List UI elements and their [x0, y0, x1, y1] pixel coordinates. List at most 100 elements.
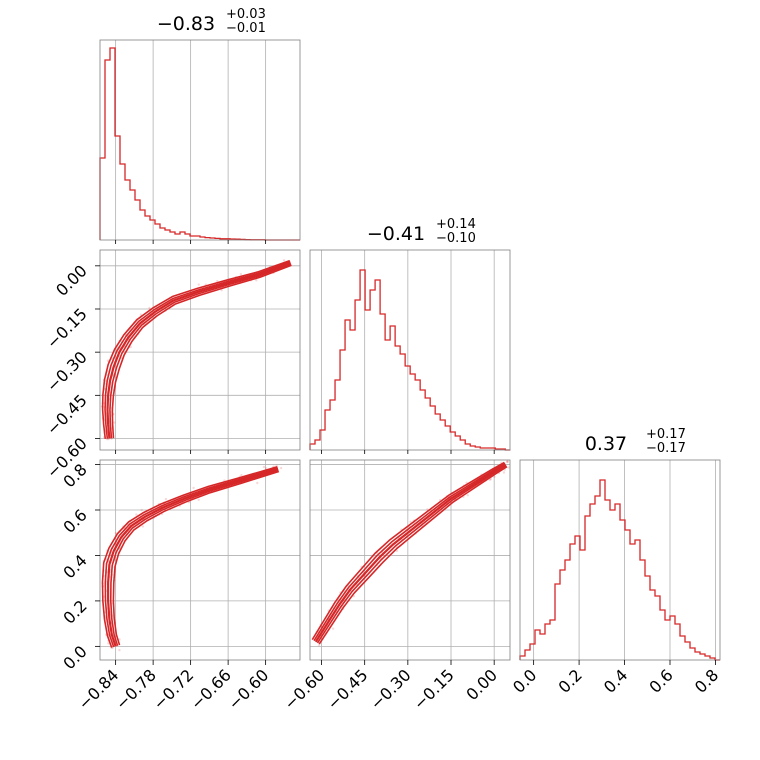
hist-title-sub: −0.17 [646, 441, 686, 456]
panel-frame-r1-c1 [309, 249, 511, 451]
x-tick-label: 0.8 [691, 665, 722, 696]
sample-point [240, 473, 243, 477]
y-tick-label: −0.30 [43, 348, 91, 396]
x-tick-label: −0.84 [74, 665, 122, 713]
y-tick-label: 0.0 [59, 642, 90, 673]
sample-point [118, 638, 121, 641]
y-tick-label: 0.2 [59, 596, 90, 627]
contour-line [106, 261, 292, 439]
sample-point [282, 259, 286, 262]
sample-point [135, 513, 138, 516]
contour-line [313, 462, 506, 642]
grid-layer [100, 40, 716, 660]
sample-point [239, 272, 243, 276]
sample-point [139, 313, 143, 316]
text-layer: −0.83 +0.03−0.01−0.41 +0.14−0.100.37 +0.17−… [43, 7, 723, 713]
sample-point [409, 520, 412, 523]
x-tick-label: −0.30 [367, 665, 415, 713]
hist-title-sup: +0.14 [436, 217, 476, 232]
sample-point [507, 466, 510, 469]
hist-title-sup: +0.03 [226, 7, 266, 22]
sample-point [140, 508, 143, 512]
y-tick-label: −0.15 [43, 304, 91, 352]
y-tick-label: 0.6 [59, 505, 90, 536]
contour-line [112, 470, 280, 646]
contour-line [318, 466, 508, 645]
frames-layer [95, 39, 721, 665]
sample-point [197, 498, 200, 502]
sample-point [264, 467, 268, 470]
contour-line [104, 261, 291, 439]
hist-title-2: 0.37 [585, 433, 627, 455]
panel-frame-r2-c0 [99, 459, 301, 661]
sample-point [107, 642, 110, 645]
sample-point [164, 497, 168, 501]
sample-point [255, 279, 258, 282]
hist-title-main: −0.83 [157, 13, 215, 35]
sample-point [502, 471, 506, 474]
contour-line [316, 464, 507, 644]
x-tick-label: −0.60 [280, 665, 328, 713]
hist-title-main: 0.37 [585, 433, 627, 455]
x-tick-label: 0.6 [645, 665, 676, 696]
hist-title-sup: +0.17 [646, 427, 686, 442]
contour-line [109, 469, 279, 646]
contour-line [111, 264, 292, 439]
sample-point [331, 627, 335, 630]
contour-line [107, 468, 279, 647]
histogram-series-2 [519, 479, 720, 661]
y-tick-label: 0.4 [59, 551, 90, 582]
sample-point [506, 460, 509, 463]
x-tick-label: −0.66 [187, 665, 235, 713]
hist-title-sub: −0.10 [436, 231, 476, 246]
sample-point [118, 648, 121, 652]
sample-point [113, 421, 116, 424]
sample-point [192, 486, 195, 490]
sample-point [488, 478, 492, 482]
scatter-panel-r2-c1 [311, 460, 510, 647]
x-tick-label: 0.0 [509, 665, 540, 696]
sample-point [466, 494, 469, 497]
y-tick-label: 0.00 [52, 261, 91, 300]
sample-point [506, 460, 509, 464]
y-tick-label: −0.45 [43, 391, 91, 439]
hist-title-1: −0.41 [367, 223, 425, 245]
scatter-panel-r2-c0 [101, 464, 283, 652]
marks-layer [99, 47, 720, 661]
x-tick-label: −0.15 [410, 665, 458, 713]
sample-point [216, 279, 219, 283]
contour-line [104, 467, 278, 648]
panel-frame-r1-c0 [99, 249, 301, 451]
sample-point [129, 345, 132, 349]
sample-point [395, 549, 399, 553]
hist-title-sub: −0.01 [226, 21, 266, 36]
sample-point [141, 525, 145, 528]
sample-point [106, 359, 110, 363]
contour-line [311, 461, 505, 641]
contour-line [109, 263, 292, 439]
sample-point [256, 481, 259, 485]
contour-line [101, 465, 278, 648]
panel-frame-r2-c1 [309, 459, 511, 661]
sample-point [148, 306, 151, 310]
panel-frame-r2-c2 [519, 459, 721, 661]
sample-point [279, 466, 283, 470]
histogram-series-1 [309, 269, 511, 451]
panel-frame-r0-c0 [99, 39, 301, 241]
x-tick-label: 0.00 [462, 665, 501, 704]
x-tick-label: −0.60 [224, 665, 272, 713]
sample-point [317, 644, 321, 647]
sample-point [493, 475, 496, 479]
contour-line [314, 463, 507, 643]
contour-line [101, 259, 291, 439]
hist-title-main: −0.41 [367, 223, 425, 245]
x-tick-label: −0.45 [323, 665, 371, 713]
sample-point [197, 283, 200, 286]
sample-point [220, 289, 223, 292]
histogram-series-0 [99, 47, 300, 241]
scatter-panel-r1-c0 [100, 259, 292, 441]
x-tick-label: −0.72 [149, 665, 197, 713]
sample-point [506, 460, 509, 463]
x-tick-label: 0.4 [600, 665, 631, 696]
